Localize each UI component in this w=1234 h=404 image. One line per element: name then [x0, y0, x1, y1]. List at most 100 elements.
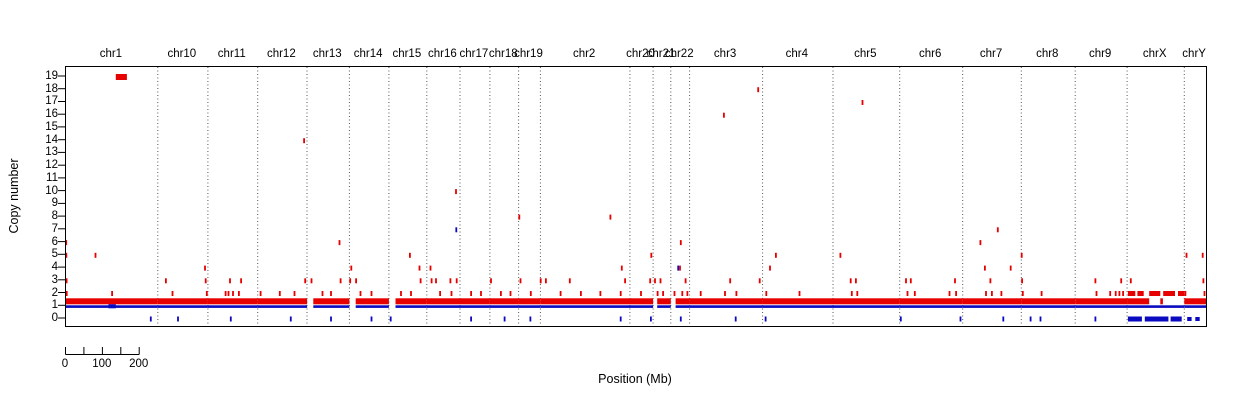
scale-bar-label: 200: [129, 358, 149, 370]
gain-tick: [409, 252, 411, 258]
gain-tick: [400, 291, 402, 296]
gain-tick: [662, 291, 664, 296]
gain-tick: [724, 291, 726, 296]
gain-tick: [490, 278, 492, 284]
gain-tick: [1020, 252, 1023, 258]
gain-tick: [1185, 252, 1188, 258]
chromosome-label-chr3: chr3: [713, 48, 737, 60]
gain-tick: [580, 291, 582, 296]
gain-tick: [240, 278, 242, 284]
y-tick-label: 0: [51, 312, 58, 324]
gain-baseline-segment: [207, 298, 258, 305]
loss-baseline-segment: [629, 305, 654, 308]
chromosome-label-chrY: chrY: [1182, 48, 1206, 60]
y-tick-label: 18: [45, 82, 58, 95]
loss-tick: [149, 316, 152, 322]
loss-baseline-segment: [899, 305, 963, 308]
y-tick-label: 16: [45, 108, 58, 121]
gain-tick: [330, 291, 332, 296]
gain-tick: [850, 291, 853, 296]
gain-tick: [1040, 291, 1043, 296]
loss-baseline-segment: [355, 305, 389, 308]
chromosome-labels-row: chr1 chr10 chr11 chr12 chr13 chr14 chr15 chr16 c…: [0, 48, 1234, 63]
gain-tick: [1184, 291, 1187, 296]
gain-tick: [350, 265, 353, 271]
gain-tick: [355, 278, 357, 284]
gain-tick: [775, 252, 777, 258]
gain-tick: [849, 278, 852, 284]
gain-tick: [500, 291, 502, 296]
gain-tick: [224, 291, 227, 296]
gain-tick: [856, 291, 859, 296]
loss-tick: [1029, 316, 1032, 322]
y-tick-label: 8: [51, 210, 58, 223]
gain-tick: [94, 252, 97, 258]
gain-tick: [729, 278, 732, 284]
cnv-segment: [1195, 317, 1200, 321]
gain-tick: [435, 278, 437, 284]
loss-tick: [529, 316, 532, 322]
gain-tick: [66, 291, 68, 296]
gain-tick: [798, 291, 801, 296]
x-axis-title: Position (Mb): [598, 372, 672, 386]
gain-tick: [480, 291, 482, 296]
gain-baseline-segment: [1184, 298, 1206, 305]
plot-area: [65, 66, 1207, 327]
y-tick-label: 5: [51, 248, 58, 261]
loss-tick: [370, 316, 373, 322]
cnv-segment: [1187, 317, 1192, 321]
gain-tick: [171, 291, 174, 296]
y-tick-label: 19: [45, 70, 58, 82]
chromosome-label-chr10: chr10: [167, 48, 197, 60]
gain-tick: [955, 291, 957, 296]
gain-baseline-segment: [518, 298, 541, 305]
gain-tick: [659, 278, 662, 284]
chromosome-label-chr8: chr8: [1036, 48, 1059, 60]
loss-baseline-segment: [962, 305, 1022, 308]
gain-baseline-segment: [157, 298, 208, 305]
gain-tick: [450, 291, 453, 296]
gain-tick: [455, 189, 457, 195]
y-axis-title: Copy number: [7, 158, 21, 234]
cnv-segment: [1127, 316, 1142, 322]
cnv-segment: [1144, 316, 1169, 322]
gain-tick: [609, 214, 612, 220]
gain-tick: [650, 252, 653, 258]
gain-baseline-segment: [962, 298, 1022, 305]
gain-tick: [681, 291, 684, 296]
gain-tick: [699, 291, 702, 296]
cnv-segment: [1127, 291, 1136, 296]
gain-tick: [684, 278, 687, 284]
loss-tick: [764, 316, 767, 322]
gain-tick: [765, 291, 768, 296]
loss-tick: [177, 316, 179, 322]
loss-baseline-segment: [1127, 305, 1185, 308]
gain-tick: [679, 240, 682, 246]
gain-tick: [640, 291, 642, 296]
gain-tick: [518, 214, 521, 220]
cnv-segment: [1163, 291, 1175, 296]
loss-tick: [1039, 316, 1042, 322]
loss-tick: [619, 316, 622, 322]
chromosome-label-chr1: chr1: [99, 48, 123, 60]
cnv-segment: [115, 74, 127, 80]
loss-baseline-segment: [675, 305, 690, 308]
gain-tick: [654, 278, 656, 284]
gain-tick: [839, 252, 842, 258]
loss-baseline-segment: [540, 305, 630, 308]
gain-tick: [1000, 291, 1003, 296]
gain-tick: [66, 240, 68, 246]
gain-tick: [1114, 291, 1117, 296]
gain-tick: [686, 291, 689, 296]
gain-tick: [339, 278, 342, 284]
cnv-segment: [1178, 291, 1185, 296]
scale-bar: [65, 347, 140, 355]
gain-baseline-segment: [66, 298, 158, 305]
chromosome-label-chr13: chr13: [312, 48, 342, 60]
gain-tick: [293, 291, 296, 296]
gain-tick: [624, 278, 626, 284]
gain-tick: [303, 138, 305, 144]
gain-tick: [619, 291, 622, 296]
gain-tick: [1095, 291, 1098, 296]
cnv-segment: [1170, 316, 1182, 322]
